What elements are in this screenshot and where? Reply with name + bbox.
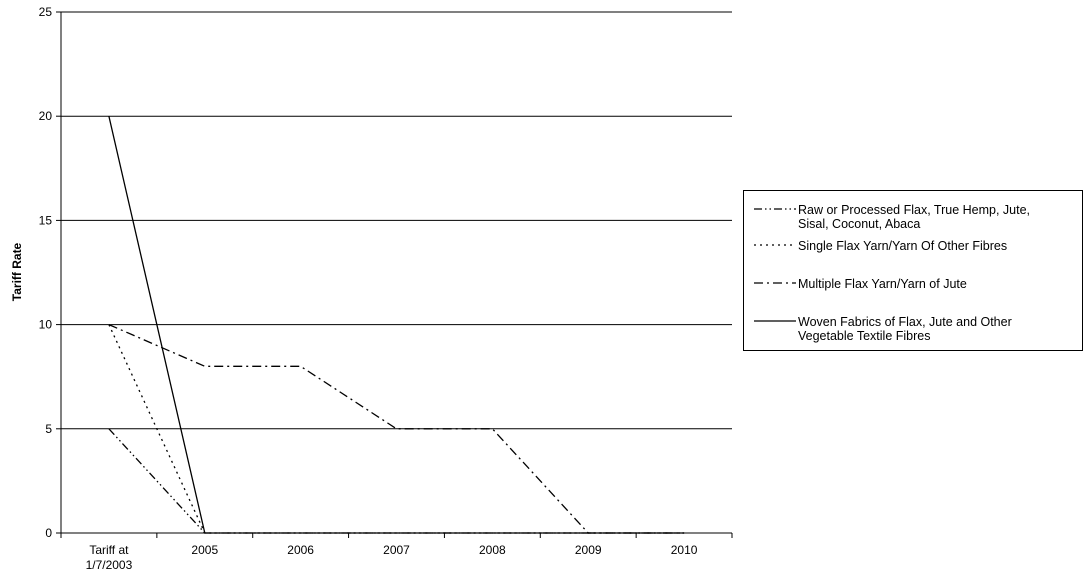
legend-item-raw-flax: Raw or Processed Flax, True Hemp, Jute, … bbox=[750, 203, 1080, 231]
x-tick-label: 2010 bbox=[671, 543, 698, 557]
y-tick-label-15: 15 bbox=[39, 213, 53, 227]
axes bbox=[56, 11, 733, 538]
legend-swatch-solid bbox=[754, 320, 796, 322]
legend-swatch-dash-dot bbox=[754, 282, 796, 284]
x-tick-label-line2: 1/7/2003 bbox=[86, 558, 133, 572]
y-axis-tick-labels: 0 5 10 15 20 25 bbox=[39, 5, 53, 540]
x-tick-label: 2009 bbox=[575, 543, 602, 557]
legend-item-single-flax-yarn: Single Flax Yarn/Yarn Of Other Fibres bbox=[750, 239, 1080, 253]
legend-label-multiple-flax-yarn: Multiple Flax Yarn/Yarn of Jute bbox=[798, 277, 967, 291]
x-tick-label: 2005 bbox=[191, 543, 218, 557]
y-tick-label-25: 25 bbox=[39, 5, 53, 19]
x-axis-tick-labels: Tariff at1/7/2003 2005 2006 2007 2008 2009 201… bbox=[86, 543, 698, 572]
x-tick-label: 2007 bbox=[383, 543, 410, 557]
y-tick-label-0: 0 bbox=[45, 526, 52, 540]
y-tick-label-20: 20 bbox=[39, 109, 53, 123]
legend-label-single-flax-yarn: Single Flax Yarn/Yarn Of Other Fibres bbox=[798, 239, 1008, 253]
legend-swatch-dotted bbox=[754, 244, 796, 246]
x-tick-label: 2008 bbox=[479, 543, 506, 557]
legend-label-woven-fabrics: Woven Fabrics of Flax, Jute and Other Ve… bbox=[798, 315, 1012, 343]
x-tick-label: Tariff at bbox=[89, 543, 129, 557]
legend-item-woven-fabrics: Woven Fabrics of Flax, Jute and Other Ve… bbox=[750, 315, 1080, 343]
x-tick-label: 2006 bbox=[287, 543, 314, 557]
legend-item-multiple-flax-yarn: Multiple Flax Yarn/Yarn of Jute bbox=[750, 277, 1080, 291]
legend-swatch-dash-dot-dot bbox=[754, 208, 796, 210]
series-lines bbox=[108, 116, 685, 534]
y-tick-label-5: 5 bbox=[45, 422, 52, 436]
y-tick-label-10: 10 bbox=[39, 318, 53, 332]
legend-label-raw-flax: Raw or Processed Flax, True Hemp, Jute, … bbox=[798, 203, 1031, 231]
legend: Raw or Processed Flax, True Hemp, Jute, … bbox=[743, 190, 1083, 351]
y-axis-title: Tariff Rate bbox=[10, 242, 24, 301]
series-line-raw-or-processed-flax-true-hemp-jute-sis bbox=[108, 428, 685, 534]
series-line-woven-fabrics-of-flax-jute-and-other-veg bbox=[108, 116, 685, 534]
gridlines bbox=[61, 11, 732, 430]
